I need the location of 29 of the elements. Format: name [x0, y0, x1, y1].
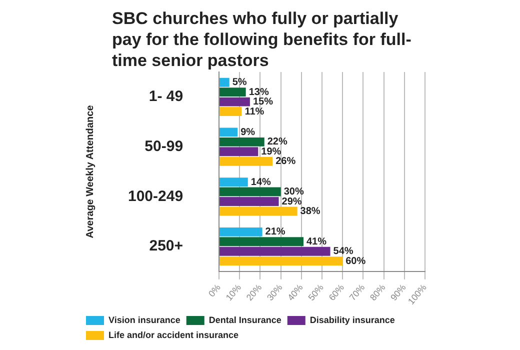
- data-label: 9%: [240, 126, 256, 138]
- data-label: 54%: [333, 246, 354, 258]
- data-label: 15%: [252, 96, 274, 108]
- y-axis-title: Average Weekly Attendance: [84, 104, 96, 238]
- data-label: 22%: [267, 136, 288, 148]
- y-tick-label: 100-249: [128, 188, 184, 205]
- x-tick-label: 0%: [206, 282, 222, 299]
- legend-label: Disability insurance: [310, 314, 395, 325]
- data-label: 60%: [346, 256, 366, 267]
- legend-label: Dental Insurance: [208, 314, 282, 325]
- data-label: 11%: [244, 106, 264, 118]
- data-label: 13%: [248, 86, 269, 98]
- data-label: 5%: [232, 77, 247, 88]
- x-tick-label: 70%: [347, 282, 367, 303]
- data-label: 29%: [282, 196, 302, 208]
- y-tick-label: 250+: [149, 238, 184, 255]
- x-tick-label: 60%: [326, 282, 346, 303]
- y-tick-label: 50-99: [144, 138, 184, 155]
- data-label: 38%: [300, 206, 320, 217]
- y-tick-label: 1- 49: [148, 88, 184, 106]
- data-label: 19%: [261, 146, 282, 158]
- data-label: 30%: [284, 186, 304, 198]
- chart-title: SBC churches who fully or partially pay for the following benefits for full-time senior pastors: [112, 8, 412, 71]
- legend-label: Vision insurance: [108, 314, 180, 325]
- data-label: 14%: [250, 176, 272, 188]
- data-label: 26%: [276, 156, 296, 168]
- data-label: 41%: [306, 236, 327, 248]
- data-label: 21%: [265, 226, 286, 238]
- legend-label: Life and/or accident insurance: [108, 330, 239, 340]
